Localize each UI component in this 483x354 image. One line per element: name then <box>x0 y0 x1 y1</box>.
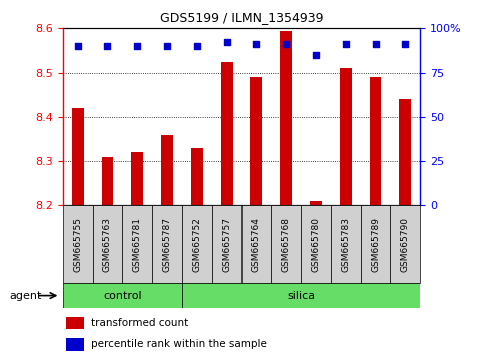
Bar <box>221 62 233 205</box>
Text: transformed count: transformed count <box>91 318 189 328</box>
Bar <box>131 152 143 205</box>
Text: GSM665783: GSM665783 <box>341 217 350 272</box>
Bar <box>182 283 420 308</box>
Point <box>282 41 290 47</box>
Point <box>163 43 171 49</box>
Point <box>253 41 260 47</box>
Bar <box>280 30 292 205</box>
Point <box>74 43 82 49</box>
Text: GSM665763: GSM665763 <box>103 217 112 272</box>
Bar <box>182 205 212 283</box>
Bar <box>63 205 93 283</box>
Text: GDS5199 / ILMN_1354939: GDS5199 / ILMN_1354939 <box>160 11 323 24</box>
Point <box>372 41 380 47</box>
Text: GSM665780: GSM665780 <box>312 217 320 272</box>
Bar <box>390 205 420 283</box>
Bar <box>242 205 271 283</box>
Text: GSM665781: GSM665781 <box>133 217 142 272</box>
Bar <box>301 205 331 283</box>
Point <box>223 40 230 45</box>
Bar <box>340 68 352 205</box>
Bar <box>66 338 84 350</box>
Bar <box>399 99 412 205</box>
Point <box>312 52 320 58</box>
Text: GSM665790: GSM665790 <box>401 217 410 272</box>
Bar <box>361 205 390 283</box>
Bar <box>271 205 301 283</box>
Bar <box>93 205 122 283</box>
Text: GSM665764: GSM665764 <box>252 217 261 272</box>
Point <box>342 41 350 47</box>
Bar <box>72 108 84 205</box>
Text: GSM665768: GSM665768 <box>282 217 291 272</box>
Bar <box>310 201 322 205</box>
Text: GSM665752: GSM665752 <box>192 217 201 272</box>
Bar <box>369 77 382 205</box>
Point <box>401 41 409 47</box>
Text: control: control <box>103 291 142 301</box>
Text: GSM665789: GSM665789 <box>371 217 380 272</box>
Text: percentile rank within the sample: percentile rank within the sample <box>91 339 267 349</box>
Text: GSM665787: GSM665787 <box>163 217 171 272</box>
Bar <box>191 148 203 205</box>
Bar <box>66 316 84 329</box>
Bar <box>101 156 114 205</box>
Bar <box>152 205 182 283</box>
Text: agent: agent <box>10 291 42 301</box>
Bar <box>161 135 173 205</box>
Bar <box>122 205 152 283</box>
Point <box>104 43 112 49</box>
Point <box>193 43 201 49</box>
Point <box>133 43 141 49</box>
Bar <box>251 77 262 205</box>
Text: GSM665755: GSM665755 <box>73 217 82 272</box>
Bar <box>63 283 182 308</box>
Text: silica: silica <box>287 291 315 301</box>
Bar <box>331 205 361 283</box>
Bar <box>212 205 242 283</box>
Text: GSM665757: GSM665757 <box>222 217 231 272</box>
